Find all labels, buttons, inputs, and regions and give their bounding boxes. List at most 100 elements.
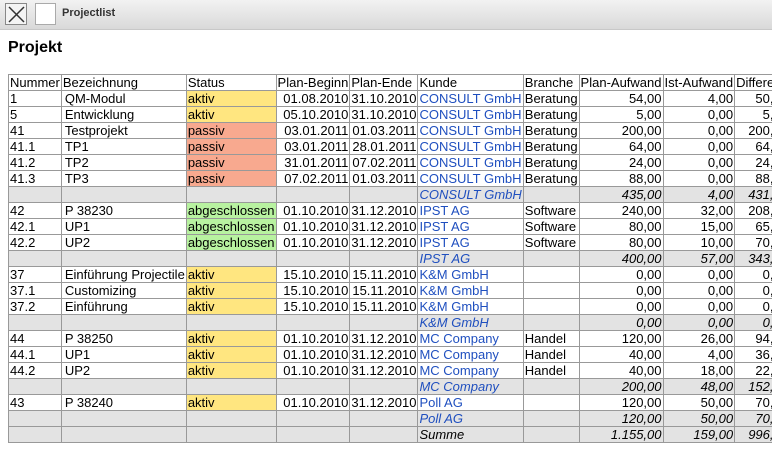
table-row: 41.2 TP2 passiv 31.01.2011 07.02.2011 CONSULT… (8, 154, 772, 171)
table-cell: 37 (8, 266, 62, 283)
table-cell: 01.10.2010 (275, 330, 351, 347)
table-cell: 01.10.2010 (275, 362, 351, 379)
table-cell: 15.11.2010 (349, 266, 419, 283)
table-cell: 5 (8, 106, 62, 123)
table-cell: UP2 (60, 234, 187, 251)
table-cell: CONSULT GmbH (417, 138, 524, 155)
table-cell: 31.12.2010 (349, 234, 419, 251)
table-cell: TP3 (60, 170, 187, 187)
column-header: Bezeichnung (60, 74, 187, 91)
table-cell: 70,00 (734, 394, 772, 411)
table-cell: 41 (8, 122, 62, 139)
table-cell: CONSULT GmbH (417, 186, 524, 203)
table-cell: Software (522, 202, 580, 219)
table-cell: Beratung (522, 138, 580, 155)
column-header: Status (185, 74, 277, 91)
table-cell: 435,00 (578, 186, 664, 203)
table-cell: 0,00 (662, 314, 736, 331)
close-button[interactable] (5, 3, 27, 25)
table-row: 37 Einführung Projectile aktiv 15.10.2010 15… (8, 266, 772, 283)
table-cell: 15.10.2010 (275, 266, 351, 283)
table-cell: 88,00 (578, 170, 664, 187)
table-cell: P 38240 (60, 394, 187, 411)
table-cell (185, 314, 277, 331)
table-cell: IPST AG (417, 250, 524, 267)
table-cell: CONSULT GmbH (417, 90, 524, 107)
table-cell (8, 314, 62, 331)
table-cell: 4,00 (662, 186, 736, 203)
table-cell: 31.01.2011 (275, 154, 351, 171)
table-cell: passiv (185, 170, 277, 187)
table-cell: 01.10.2010 (275, 218, 351, 235)
table-cell: aktiv (185, 90, 277, 107)
table-row: 37.2 Einführung aktiv 15.10.2010 15.11.2010 K… (8, 298, 772, 315)
table-cell (185, 186, 277, 203)
table-cell: 0,00 (662, 122, 736, 139)
table-cell: 41.1 (8, 138, 62, 155)
table-cell: passiv (185, 138, 277, 155)
table-cell: 0,00 (734, 314, 772, 331)
table-cell: Customizing (60, 282, 187, 299)
table-cell (275, 314, 351, 331)
table-row: 43 P 38240 aktiv 01.10.2010 31.12.2010 Poll A… (8, 394, 772, 411)
table-row: 44.1 UP1 aktiv 01.10.2010 31.12.2010 MC Compa… (8, 346, 772, 363)
table-cell: 15.10.2010 (275, 282, 351, 299)
table-cell (522, 394, 580, 411)
column-header: Plan-Beginn (275, 74, 351, 91)
table-cell: aktiv (185, 106, 277, 123)
table-cell: 44.2 (8, 362, 62, 379)
table-cell: 01.03.2011 (349, 170, 419, 187)
table-cell: 40,00 (578, 346, 664, 363)
table-cell (275, 250, 351, 267)
table-cell: 15.11.2010 (349, 282, 419, 299)
table-cell: 41.2 (8, 154, 62, 171)
table-cell (60, 426, 187, 443)
table-cell (522, 298, 580, 315)
table-cell: Handel (522, 346, 580, 363)
table-cell: 431,00 (734, 186, 772, 203)
table-cell (60, 378, 187, 395)
table-cell: MC Company (417, 362, 524, 379)
column-header: Ist-Aufwand (662, 74, 736, 91)
table-cell: 996,00 (734, 426, 772, 443)
table-cell (349, 186, 419, 203)
table-cell: 31.12.2010 (349, 346, 419, 363)
table-cell: 50,00 (662, 394, 736, 411)
table-cell: 57,00 (662, 250, 736, 267)
table-cell: 5,00 (734, 106, 772, 123)
table-cell (522, 282, 580, 299)
table-cell: K&M GmbH (417, 298, 524, 315)
table-cell (349, 426, 419, 443)
table-cell: 18,00 (662, 362, 736, 379)
project-table: Nummer Bezeichnung Status Plan-Beginn Plan-E… (8, 74, 772, 443)
table-cell: 80,00 (578, 218, 664, 235)
table-cell: Einführung (60, 298, 187, 315)
table-cell: 44 (8, 330, 62, 347)
table-cell: 32,00 (662, 202, 736, 219)
table-cell: aktiv (185, 346, 277, 363)
table-cell (8, 410, 62, 427)
table-cell (8, 378, 62, 395)
table-cell: 26,00 (662, 330, 736, 347)
table-cell: aktiv (185, 298, 277, 315)
table-cell: 10,00 (662, 234, 736, 251)
table-cell: 80,00 (578, 234, 664, 251)
table-cell: 40,00 (578, 362, 664, 379)
table-cell: 0,00 (662, 138, 736, 155)
icon-box (35, 3, 56, 25)
table-cell: P 38230 (60, 202, 187, 219)
table-cell: 31.12.2010 (349, 202, 419, 219)
table-cell: 36,00 (734, 346, 772, 363)
table-cell: 0,00 (578, 266, 664, 283)
table-cell: TP1 (60, 138, 187, 155)
table-cell: aktiv (185, 266, 277, 283)
table-row: 41.1 TP1 passiv 03.01.2011 28.01.2011 CONSULT… (8, 138, 772, 155)
table-row: 41.3 TP3 passiv 07.02.2011 01.03.2011 CONSULT… (8, 170, 772, 187)
table-cell: Handel (522, 330, 580, 347)
table-cell: 03.01.2011 (275, 122, 351, 139)
table-cell: 0,00 (662, 282, 736, 299)
